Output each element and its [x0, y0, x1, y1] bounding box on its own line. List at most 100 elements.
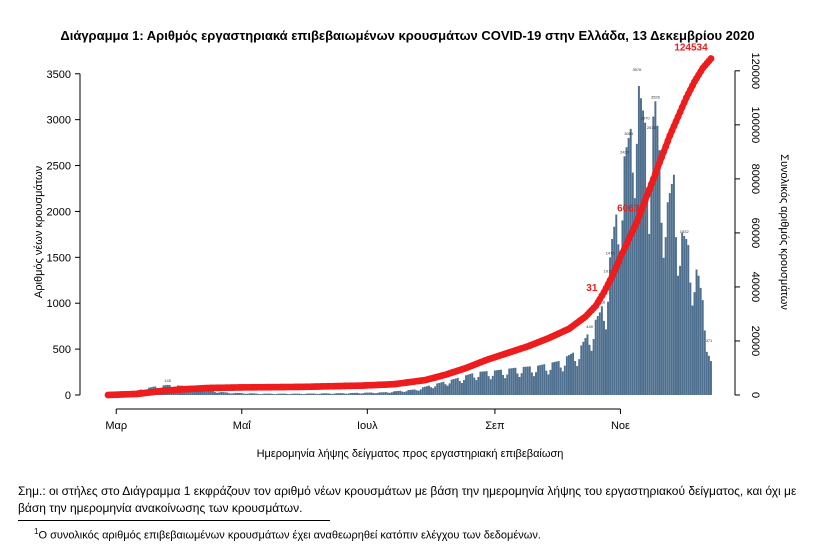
bar [607, 301, 610, 395]
bar [331, 393, 334, 395]
bar [203, 390, 206, 395]
y-tick-label-left: 3500 [47, 69, 71, 81]
bar [703, 330, 706, 395]
bar [584, 338, 587, 395]
bar [269, 393, 272, 395]
bar [639, 98, 642, 396]
cumulative-point [707, 55, 715, 62]
x-axis-title: Ημερομηνία λήψης δείγματος προς εργαστηρ… [257, 448, 564, 460]
bar [353, 392, 356, 395]
bar [224, 392, 227, 395]
bar [473, 377, 476, 395]
bar [275, 393, 278, 395]
bar [522, 366, 525, 395]
bar [582, 341, 585, 395]
bar [485, 371, 488, 395]
bar [532, 376, 535, 395]
bar [588, 344, 591, 395]
y-tick-label-left: 0 [65, 390, 71, 402]
bar [395, 391, 398, 395]
bar [273, 394, 276, 395]
bar [535, 372, 537, 395]
cumulative-point [660, 148, 668, 156]
bar [230, 393, 233, 395]
bar [489, 379, 492, 395]
bar [590, 350, 593, 395]
cumulative-point [658, 153, 666, 161]
bar [695, 269, 698, 395]
bar [670, 183, 673, 395]
x-tick-label: Σεπ [485, 420, 505, 432]
bar [419, 389, 422, 395]
bar [368, 392, 371, 395]
bar [617, 244, 620, 395]
bar-series [106, 86, 712, 396]
bar [530, 372, 533, 395]
bar-data-label: 371 [706, 338, 713, 343]
bar [611, 238, 614, 395]
bar [366, 392, 369, 395]
bar [294, 393, 297, 395]
bar [259, 394, 262, 395]
bar [358, 393, 361, 395]
bar [621, 220, 624, 395]
bar [421, 387, 424, 395]
bar [526, 366, 529, 395]
bar [222, 392, 225, 395]
bar [234, 392, 237, 395]
bar [216, 392, 219, 395]
bar-data-label: 2429 [620, 149, 630, 154]
bar [232, 393, 235, 395]
bar [687, 245, 690, 395]
cumulative-point [647, 180, 655, 188]
bar [481, 371, 484, 395]
bar [493, 370, 496, 395]
y-tick-label-right: 20000 [749, 326, 761, 357]
bar [364, 392, 367, 395]
bar [343, 393, 346, 395]
cumulative-value-label: 124534 [674, 43, 708, 54]
bar [300, 393, 303, 395]
bar [430, 387, 433, 395]
y-axis-title-right: Συνολικός αριθμός κρουσμάτων [778, 154, 790, 310]
bar [631, 172, 634, 395]
cumulative-point [635, 213, 643, 221]
bar [578, 359, 581, 395]
bar [286, 393, 288, 395]
bar [629, 128, 632, 395]
bar [497, 369, 500, 395]
bar [709, 361, 712, 395]
bar [205, 389, 208, 395]
bar [454, 378, 457, 395]
cumulative-series [104, 55, 715, 399]
bar [561, 371, 564, 395]
bar [707, 355, 710, 395]
bar [563, 365, 566, 395]
bar [679, 265, 682, 395]
bar [553, 361, 556, 395]
bar [452, 379, 455, 395]
bar [236, 392, 239, 395]
bar [446, 385, 449, 395]
bar [467, 374, 470, 395]
y-tick-label-left: 1000 [47, 298, 71, 310]
bar [594, 319, 597, 395]
bar [277, 393, 280, 395]
bar [423, 386, 426, 395]
bar [508, 368, 511, 395]
bar [576, 365, 579, 395]
bar [397, 390, 400, 395]
bar [347, 393, 350, 395]
bar [283, 393, 286, 395]
bar [500, 369, 503, 395]
bar [298, 393, 301, 395]
bar [539, 365, 542, 395]
cumulative-point [649, 175, 657, 183]
bar [428, 385, 430, 395]
bar [378, 392, 381, 395]
bar [660, 222, 663, 395]
bar [699, 287, 702, 395]
bar [662, 257, 665, 395]
bar-data-label: 1013 [604, 269, 614, 274]
